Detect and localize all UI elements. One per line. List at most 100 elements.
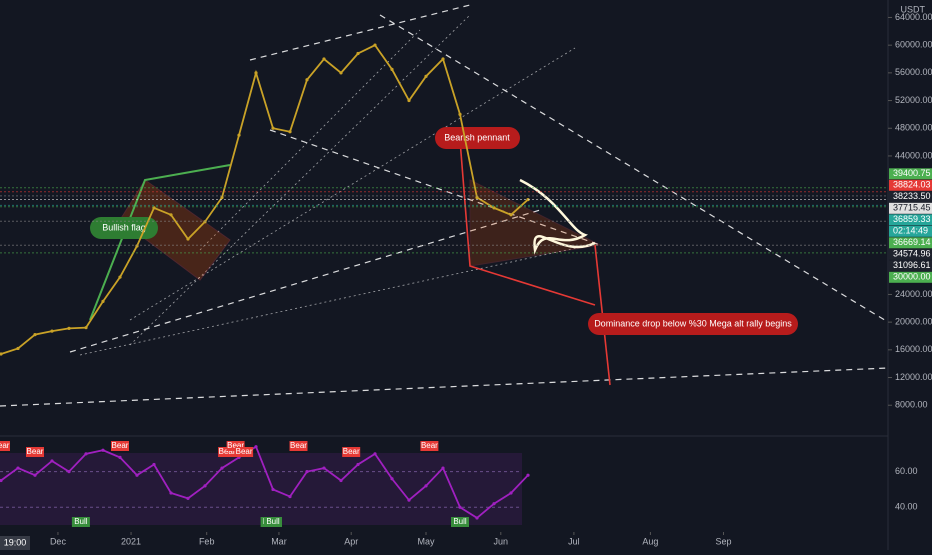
- signal-box: [289, 441, 308, 451]
- point: [135, 473, 139, 477]
- price-tag: [889, 202, 932, 214]
- point: [475, 195, 479, 200]
- price-tag-label: 36669.14: [893, 237, 931, 247]
- y-tick-label: 52000.00: [895, 95, 932, 105]
- price-tag-label: 31096.61: [893, 260, 931, 270]
- point: [220, 466, 224, 470]
- crosshair-time: 19:00: [4, 537, 27, 547]
- price-line: [0, 44, 529, 355]
- signal-label: Bear: [112, 441, 129, 450]
- point: [492, 502, 496, 506]
- point: [305, 470, 309, 474]
- point: [322, 57, 326, 61]
- x-tick-label: Mar: [271, 536, 287, 546]
- x-tick-label: Dec: [50, 536, 67, 546]
- point: [424, 74, 428, 78]
- point: [50, 459, 54, 463]
- point: [458, 505, 462, 509]
- point: [67, 470, 71, 474]
- y-tick-label: 60000.00: [895, 40, 932, 50]
- point: [33, 332, 37, 337]
- x-tick-label: 2021: [121, 536, 141, 546]
- point: [50, 329, 54, 333]
- point: [118, 455, 122, 459]
- price-tag: [889, 214, 932, 226]
- point: [373, 452, 377, 456]
- point: [271, 126, 275, 130]
- point: [509, 213, 513, 217]
- signal-label: Bear: [0, 441, 10, 450]
- price-tag: [889, 271, 932, 283]
- rsi-tick-label: 60.00: [895, 466, 918, 476]
- point: [118, 275, 122, 279]
- x-tick-label: May: [417, 536, 435, 546]
- signal-box: [111, 441, 129, 451]
- signal-box: [0, 441, 10, 451]
- point: [475, 516, 479, 520]
- point: [254, 71, 258, 75]
- annotation: Bearish pennant: [444, 132, 510, 142]
- x-tick-label: Apr: [344, 536, 358, 546]
- point: [101, 448, 105, 452]
- price-tag-label: 38233.50: [893, 191, 931, 201]
- signal-box: [451, 517, 469, 527]
- x-tick-label: Jun: [494, 536, 509, 546]
- y-tick-label: 56000.00: [895, 67, 932, 77]
- price-tag-label: 37715.45: [893, 203, 931, 213]
- rsi-band: [0, 453, 522, 525]
- price-tag: [889, 237, 932, 249]
- y-tick-label: 16000.00: [895, 344, 932, 354]
- point: [407, 98, 411, 103]
- y-tick-label: 64000.00: [895, 12, 932, 22]
- signal-box: [420, 441, 439, 451]
- rsi-tick-label: 40.00: [895, 502, 918, 512]
- point: [16, 346, 20, 351]
- dominance-label: Dominance drop below %30 Mega alt rally …: [588, 313, 798, 335]
- point: [169, 491, 173, 495]
- annotation: Bullish flag: [102, 222, 146, 232]
- countdown-box: [889, 225, 932, 237]
- y-tick-label: 12000.00: [895, 372, 932, 382]
- countdown: 02:14:49: [893, 226, 928, 236]
- signal-label: Bear: [236, 447, 253, 456]
- point: [356, 462, 360, 467]
- annotation: Dominance drop below %30 Mega alt rally …: [594, 318, 792, 328]
- signal-box: [226, 441, 245, 451]
- signal-label: Bear: [290, 441, 307, 450]
- point: [373, 43, 377, 47]
- point: [203, 484, 207, 488]
- point: [152, 462, 156, 467]
- point: [84, 326, 88, 330]
- signal-label: Bear: [421, 441, 438, 450]
- signal-label: Bear: [219, 447, 236, 456]
- signal-label: Bear: [227, 441, 244, 450]
- price-tag-label: 38824.03: [893, 180, 931, 190]
- signal-label: Bear: [343, 447, 360, 456]
- point: [220, 195, 224, 200]
- unit-label: USDT: [901, 4, 926, 14]
- y-tick-label: 24000.00: [895, 289, 932, 299]
- x-tick-label: Feb: [199, 536, 215, 546]
- signal-box: [264, 517, 282, 527]
- signal-label: Bull: [74, 517, 88, 526]
- point: [203, 220, 207, 224]
- point: [305, 78, 309, 82]
- y-tick-label: 48000.00: [895, 123, 932, 133]
- signal-box: [235, 447, 254, 457]
- signal-box: [342, 447, 361, 457]
- point: [390, 477, 394, 481]
- price-line: [0, 445, 529, 520]
- point: [441, 466, 445, 470]
- point: [424, 484, 428, 488]
- point: [67, 326, 71, 330]
- x-tick-label: Jul: [568, 536, 580, 546]
- y-tick-label: 20000.00: [895, 317, 932, 327]
- point: [288, 494, 292, 499]
- price-tag-label: 36859.33: [893, 214, 931, 224]
- point: [322, 466, 326, 470]
- point: [0, 352, 3, 356]
- signal-label: Bull: [453, 517, 467, 526]
- point: [509, 491, 513, 495]
- x-tick-label: Sep: [715, 536, 731, 546]
